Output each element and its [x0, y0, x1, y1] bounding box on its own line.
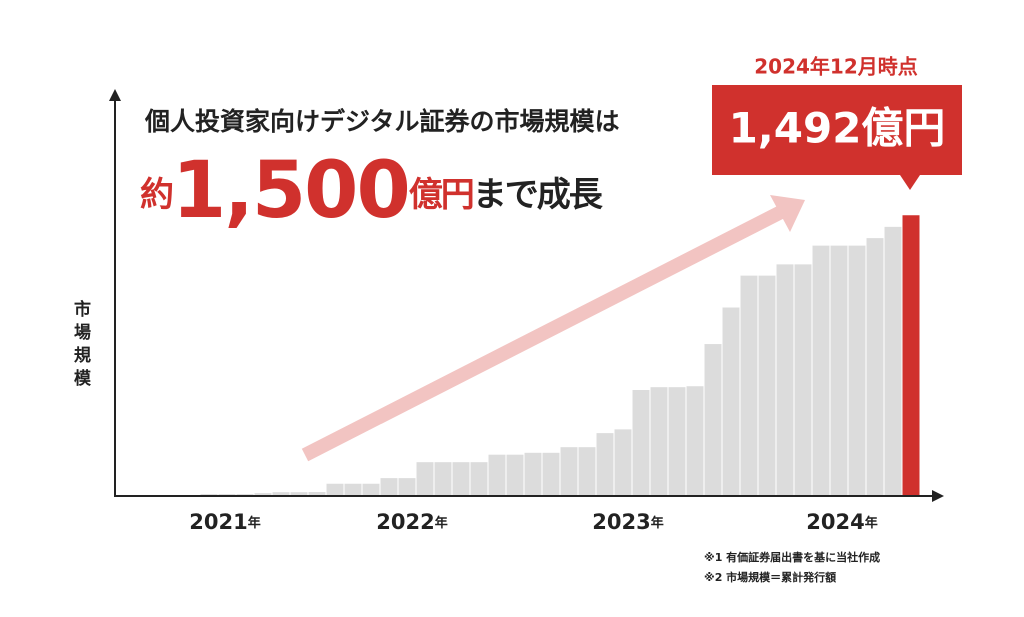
- x-tick-label: 2023年: [592, 510, 663, 534]
- headline-prefix: 約: [140, 175, 173, 215]
- bar: [560, 447, 578, 495]
- callout-pointer: [900, 175, 920, 190]
- chart-title: 個人投資家向けデジタル証券の市場規模は: [144, 107, 620, 136]
- bar: [398, 478, 416, 495]
- bar: [812, 245, 830, 495]
- bar: [416, 462, 434, 495]
- bar: [650, 387, 668, 495]
- bar: [290, 492, 308, 495]
- callout-date: 2024年12月時点: [754, 55, 918, 79]
- x-tick-unit: 年: [651, 515, 664, 531]
- bar: [308, 492, 326, 495]
- callout-box: [712, 85, 962, 175]
- bar: [704, 344, 722, 495]
- x-tick-year: 2022: [376, 510, 434, 534]
- x-tick-year: 2023: [592, 510, 650, 534]
- bar: [902, 215, 920, 495]
- x-tick-unit: 年: [248, 515, 261, 531]
- bar: [758, 275, 776, 495]
- footnote: ※1 有価証券届出書を基に当社作成: [704, 550, 880, 564]
- bar: [218, 494, 236, 495]
- bar: [740, 275, 758, 495]
- bar: [236, 494, 254, 495]
- bar: [686, 386, 704, 495]
- bar: [542, 452, 560, 495]
- bar: [380, 478, 398, 495]
- bar: [506, 454, 524, 495]
- bar: [848, 245, 866, 495]
- bar: [614, 429, 632, 495]
- x-tick-label: 2024年: [806, 510, 877, 534]
- bar: [452, 462, 470, 495]
- x-tick-label: 2021年: [189, 510, 260, 534]
- bar: [524, 452, 542, 495]
- x-tick-unit: 年: [865, 515, 878, 531]
- callout-value: 1,492億円: [729, 104, 946, 153]
- bar: [830, 245, 848, 495]
- x-tick-year: 2021: [189, 510, 247, 534]
- bar: [596, 433, 614, 495]
- x-tick-label: 2022年: [376, 510, 447, 534]
- y-axis-label: 市場規模: [70, 299, 91, 392]
- bar: [668, 387, 686, 495]
- headline-suffix: まで成長: [473, 175, 604, 215]
- bar: [434, 462, 452, 495]
- headline: 約1,500億円まで成長: [140, 146, 604, 236]
- bar: [254, 493, 272, 495]
- bar: [470, 462, 488, 495]
- bar: [884, 226, 902, 495]
- headline-value: 1,500: [172, 146, 409, 236]
- bar: [326, 483, 344, 495]
- footnote: ※2 市場規模＝累計発行額: [704, 570, 836, 584]
- bar: [866, 238, 884, 495]
- x-tick-unit: 年: [435, 515, 448, 531]
- bar: [272, 492, 290, 495]
- bar: [344, 483, 362, 495]
- bar: [632, 390, 650, 495]
- trend-arrow-head: [770, 195, 805, 232]
- bar: [362, 483, 380, 495]
- headline-unit: 億円: [409, 175, 473, 215]
- trend-arrow: [301, 203, 789, 462]
- bar: [776, 264, 794, 495]
- bar: [794, 264, 812, 495]
- bar: [578, 447, 596, 495]
- bar: [488, 454, 506, 495]
- x-tick-year: 2024: [806, 510, 864, 534]
- bar: [200, 494, 218, 495]
- bar: [722, 307, 740, 495]
